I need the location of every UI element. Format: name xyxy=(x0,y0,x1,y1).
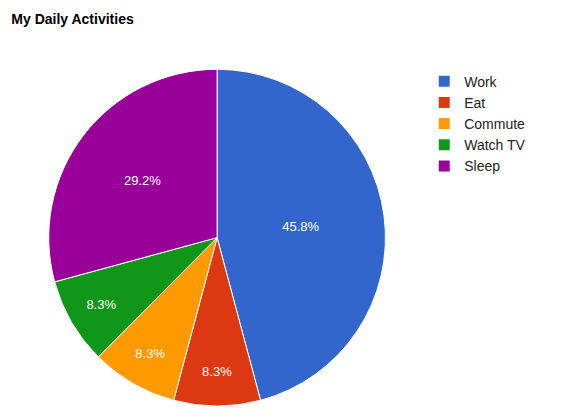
svg-text:45.8%: 45.8% xyxy=(282,219,319,234)
svg-text:Watch TV: Watch TV xyxy=(464,137,525,153)
svg-text:Sleep: Sleep xyxy=(464,158,500,174)
svg-text:Eat: Eat xyxy=(464,95,485,111)
svg-text:8.3%: 8.3% xyxy=(86,297,116,312)
svg-text:8.3%: 8.3% xyxy=(202,364,232,379)
svg-text:29.2%: 29.2% xyxy=(124,173,161,188)
svg-text:Commute: Commute xyxy=(464,116,525,132)
svg-text:My Daily Activities: My Daily Activities xyxy=(11,11,134,27)
svg-text:8.3%: 8.3% xyxy=(135,346,165,361)
svg-text:Work: Work xyxy=(464,74,497,90)
